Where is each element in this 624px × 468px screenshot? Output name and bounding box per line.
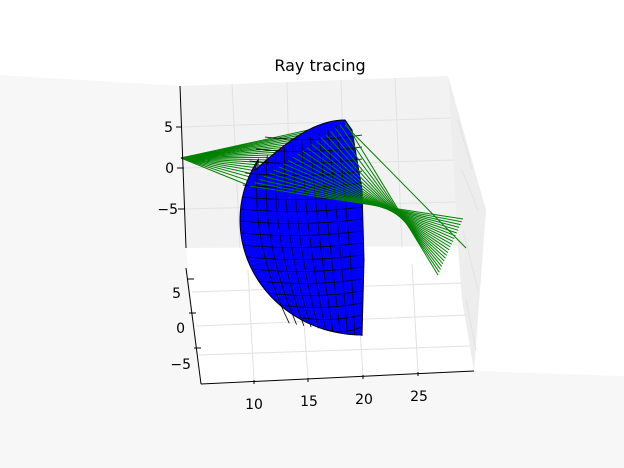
left-pane	[0, 75, 201, 468]
surface-parallel	[245, 170, 363, 176]
surface-meridian	[274, 151, 305, 326]
y-tick-label: 0	[176, 321, 185, 337]
ray-reflected	[249, 185, 464, 220]
ray-reflected	[292, 156, 452, 245]
ray-reflected	[273, 169, 457, 234]
x-tick-label: 20	[355, 392, 373, 408]
ray-reflected	[306, 147, 449, 254]
ray-reflected	[278, 166, 456, 237]
ray-reflected	[264, 175, 460, 228]
ray-reflected	[344, 124, 467, 249]
x-tick-label: 10	[245, 397, 263, 413]
z-tick-label: −5	[157, 202, 178, 218]
z-tick-label: 5	[164, 120, 173, 136]
grid-line	[461, 169, 479, 211]
ray-reflected	[316, 140, 446, 259]
grid-line	[181, 117, 452, 128]
surface-parallel	[242, 182, 363, 188]
ray-reflected	[311, 144, 448, 256]
surface-parallel	[258, 278, 363, 284]
z-tick-label: 0	[165, 161, 174, 177]
surface-parallel	[264, 134, 363, 140]
ray-reflected	[283, 163, 455, 240]
ray-incoming	[180, 157, 255, 184]
surface-meridian	[318, 132, 341, 333]
ray-reflected	[325, 134, 444, 265]
y-axis-line	[185, 267, 202, 385]
ray-reflected	[330, 131, 443, 267]
ray-reflected	[259, 179, 461, 226]
surface-parallel	[279, 302, 363, 308]
x-tick-label: 25	[410, 389, 428, 405]
ray-incoming	[180, 157, 251, 187]
surface-parallel	[240, 230, 363, 236]
surface-parallel	[240, 206, 363, 212]
y-tick-label: 5	[172, 286, 181, 302]
grid-line	[247, 269, 255, 382]
grid-line	[411, 263, 419, 374]
chart-title: Ray tracing	[274, 56, 365, 75]
floor-pane	[201, 371, 624, 468]
surface-parallel	[249, 158, 363, 164]
z-axis-line	[179, 85, 187, 249]
ray-reflected	[335, 128, 441, 270]
tick-marks	[176, 126, 419, 384]
ray-reflected	[297, 153, 451, 248]
surface-parallel	[242, 242, 363, 248]
surface-parallel	[239, 218, 363, 224]
axes	[179, 85, 475, 385]
surface-parallel	[322, 326, 363, 332]
ray-incoming	[180, 157, 260, 181]
x-tick-label: 15	[300, 394, 318, 410]
side-pane	[448, 76, 486, 371]
grid-line	[462, 229, 479, 291]
grid-line	[457, 119, 473, 171]
ray-reflected	[339, 124, 440, 273]
grid-line	[198, 345, 471, 356]
surface-parallel	[246, 254, 363, 260]
grid-line	[465, 299, 477, 351]
rays-front	[249, 121, 467, 276]
surface-parallel	[267, 290, 363, 296]
ray-reflected	[301, 150, 450, 251]
ray-reflected	[344, 121, 439, 276]
y-tick-label: −5	[170, 357, 191, 373]
surface-parallel	[251, 266, 363, 272]
ray-reflected	[287, 159, 454, 242]
ray-reflected	[320, 137, 445, 262]
surface-meridian	[335, 125, 356, 335]
surface-meridian	[256, 158, 290, 324]
grid-line	[394, 77, 403, 248]
surface-meridian	[310, 136, 334, 331]
ray-reflected	[268, 172, 459, 231]
x-axis-line	[200, 370, 475, 385]
surface-parallel	[296, 314, 363, 320]
